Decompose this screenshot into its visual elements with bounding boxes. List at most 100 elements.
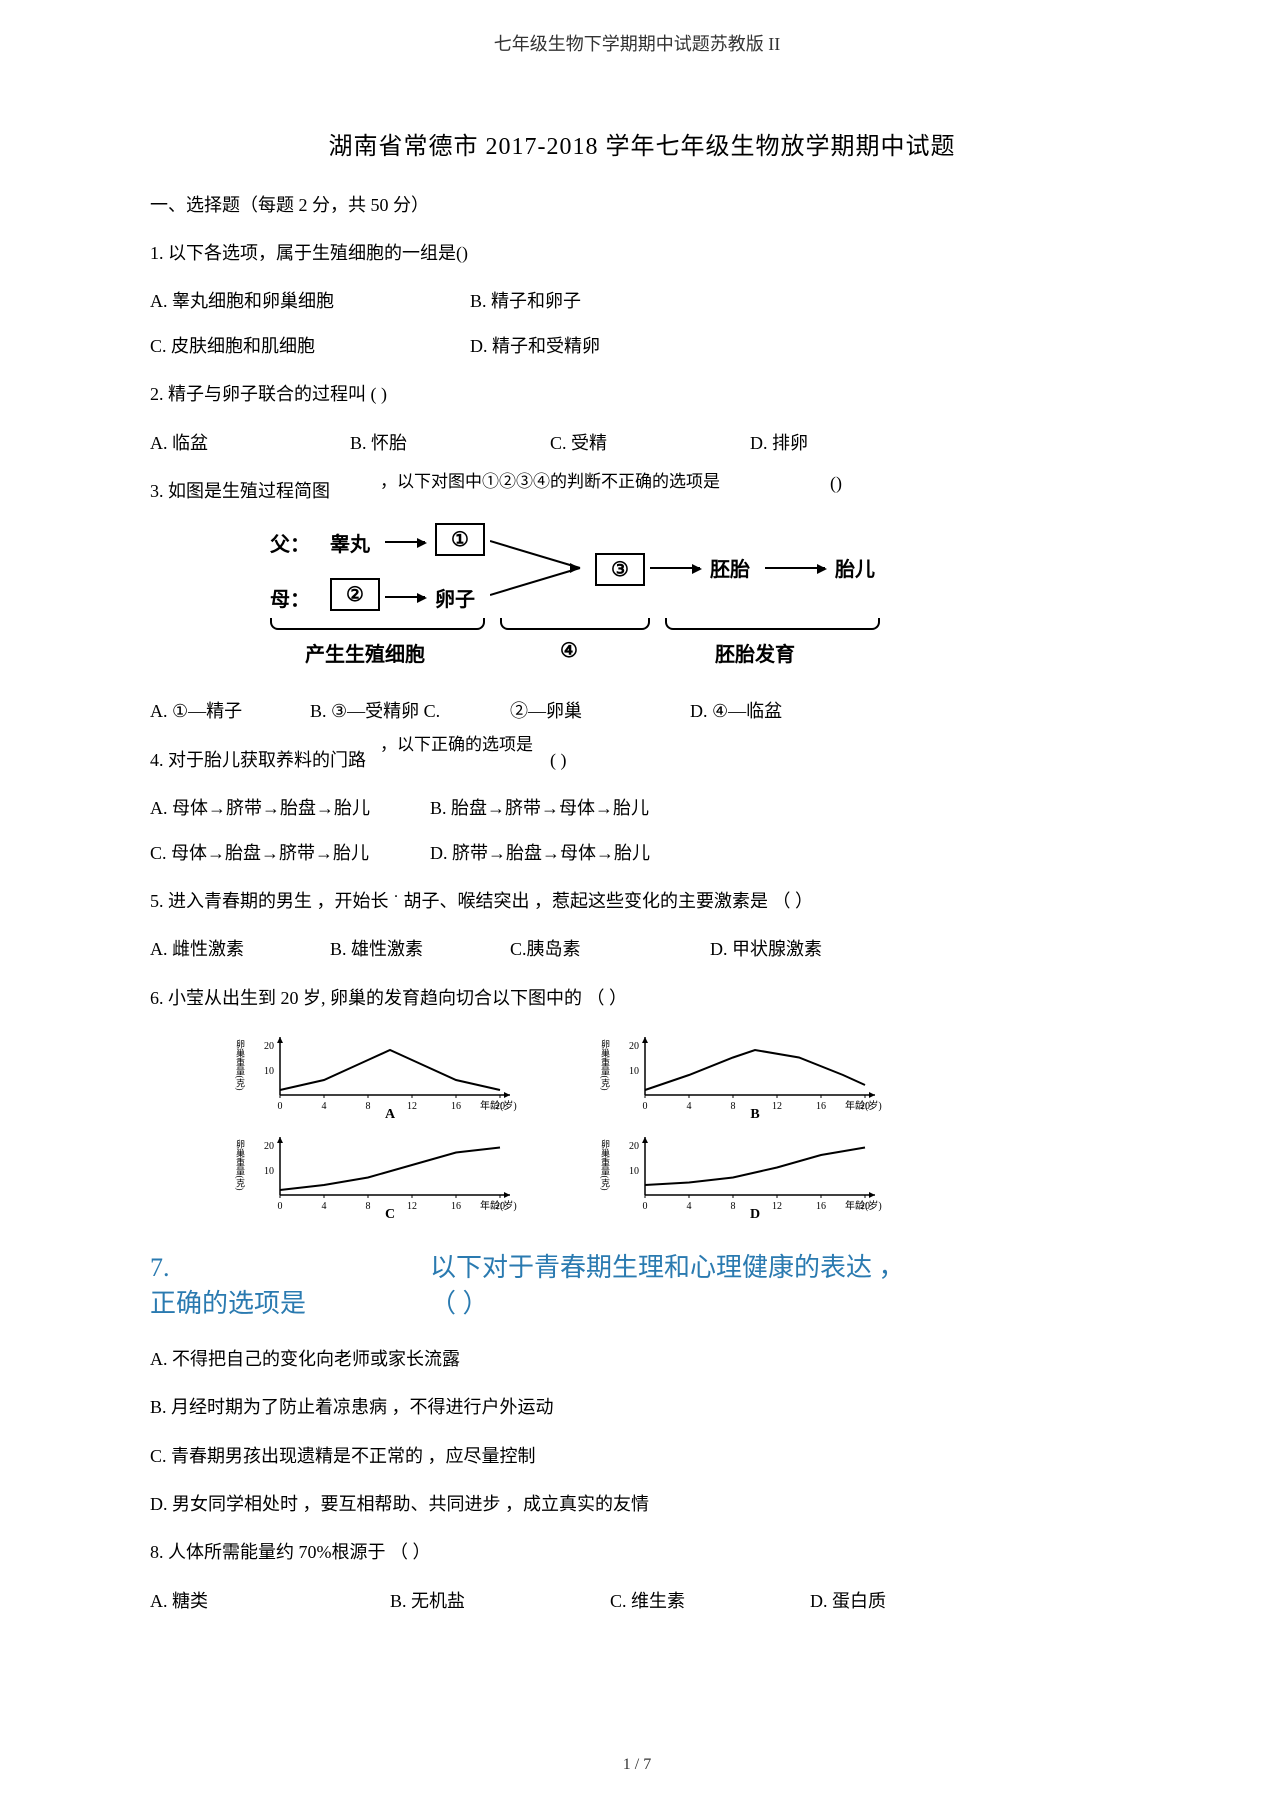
q2-option-c: C. 受精 [550,427,750,459]
svg-text:A: A [385,1107,396,1120]
svg-text:10: 10 [629,1166,639,1177]
q6-charts-grid: 卵巢重量(克) 0 4 8 12 16 20 10 20 年龄(岁) A 卵巢重量(克) 0 4… [230,1030,950,1220]
question-7-header: 7. 正确的选项是 以下对于青春期生理和心理健康的表达 ， （ ） [150,1250,1134,1323]
svg-text:10: 10 [264,1166,274,1177]
q3-box-3: ③ [595,553,645,586]
svg-text:卵巢重量(克): 卵巢重量(克) [600,1139,610,1190]
q3-paren: () [830,467,842,499]
document-title: 湖南省常德市 2017-2018 学年七年级生物放学期期中试题 [150,126,1134,161]
q3-option-b: B. ③—受精卵 C. [310,695,510,727]
q2-option-a: A. 临盆 [150,427,350,459]
svg-text:12: 12 [407,1201,417,1212]
svg-text:0: 0 [643,1101,648,1112]
q4-option-b: B. 胎盘→脐带→母体→胎儿 [430,792,649,824]
q6-chart-b: 卵巢重量(克) 0481216201020 年龄(岁) B [595,1030,950,1120]
q3-arrow-1 [385,541,425,543]
svg-text:D: D [750,1207,760,1220]
svg-text:年龄(岁): 年龄(岁) [480,1199,517,1212]
svg-text:卵巢重量(克): 卵巢重量(克) [235,1139,245,1190]
svg-text:16: 16 [816,1101,826,1112]
q4-option-d: D. 脐带→胎盘→母体→胎儿 [430,837,650,869]
q4-stem-left: 4. 对于胎儿获取养料的门路 [150,750,366,770]
document-body: 湖南省常德市 2017-2018 学年七年级生物放学期期中试题 一、选择题（每题… [0,66,1274,1617]
svg-text:20: 20 [264,1041,274,1052]
q8-option-b: B. 无机盐 [390,1585,610,1617]
q3-option-d: D. ④—临盆 [690,695,850,727]
svg-text:8: 8 [366,1201,371,1212]
q7-option-d: D. 男女同学相处时 ，要互相帮助、共同进步 ，成立真实的友情 [150,1488,1134,1520]
q4-option-c: C. 母体→胎盘→脐带→胎儿 [150,837,430,869]
q6-chart-c: 卵巢重量(克) 0481216201020 年龄(岁) C [230,1130,585,1220]
question-5-options: A. 雌性激素 B. 雄性激素 C.胰岛素 D. 甲状腺激素 [150,933,1134,965]
svg-text:0: 0 [278,1201,283,1212]
q3-luanzi: 卵子 [435,583,475,612]
svg-text:16: 16 [451,1101,461,1112]
q8-option-d: D. 蛋白质 [810,1585,886,1617]
question-4-stem: 4. 对于胎儿获取养料的门路 ，以下正确的选项是 ( ) [150,744,1134,776]
q3-brace-right [665,618,880,630]
svg-text:年龄(岁): 年龄(岁) [845,1099,882,1112]
question-3-stem: 3. 如图是生殖过程简图 ，以下对图中①②③④的判断不正确的选项是 () [150,475,1134,507]
q7-paren: （ ） [430,1289,489,1318]
q3-gaowan: 睾丸 [330,528,370,557]
svg-text:10: 10 [629,1066,639,1077]
svg-text:年龄(岁): 年龄(岁) [845,1199,882,1212]
q3-box-1: ① [435,523,485,556]
q3-brace-mid [500,618,650,630]
question-8-stem: 8. 人体所需能量约 70%根源于 （ ） [150,1536,1134,1568]
svg-text:12: 12 [772,1201,782,1212]
question-8-options: A. 糖类 B. 无机盐 C. 维生素 D. 蛋白质 [150,1585,1134,1617]
section-heading: 一、选择题（每题 2 分，共 50 分） [150,191,1134,217]
svg-text:4: 4 [322,1201,327,1212]
question-3-options: A. ①—精子 B. ③—受精卵 C. ②—卵巢 D. ④—临盆 [150,695,1134,727]
q3-stem-mid: ，以下对图中①②③④的判断不正确的选项是 [380,467,720,498]
question-2-stem: 2. 精子与卵子联合的过程叫 ( ) [150,378,1134,410]
svg-text:20: 20 [264,1141,274,1152]
q4-paren: ( ) [550,744,567,776]
svg-text:4: 4 [322,1101,327,1112]
q5-option-a: A. 雌性激素 [150,933,330,965]
svg-text:卵巢重量(克): 卵巢重量(克) [600,1039,610,1090]
svg-text:年龄(岁): 年龄(岁) [480,1099,517,1112]
running-header: 七年级生物下学期期中试题苏教版 II [0,0,1274,66]
question-1-options-row2: C. 皮肤细胞和肌细胞 D. 精子和受精卵 [150,330,1134,362]
q3-diagram: 父： 睾丸 ① 母： ② 卵子 ③ 胚胎 胎儿 产生生殖细胞 ④ 胚胎发育 [210,523,1134,683]
svg-text:4: 4 [687,1201,692,1212]
svg-text:8: 8 [731,1201,736,1212]
q3-label-right: 胚胎发育 [715,638,795,667]
svg-text:0: 0 [278,1101,283,1112]
q5-option-d: D. 甲状腺激素 [710,933,822,965]
svg-text:20: 20 [629,1141,639,1152]
q1-option-b: B. 精子和卵子 [470,285,790,317]
q2-option-b: B. 怀胎 [350,427,550,459]
q6-chart-a: 卵巢重量(克) 0481216201020 年龄(岁) A [230,1030,585,1120]
svg-text:20: 20 [629,1041,639,1052]
page-footer: 1 / 7 [0,1756,1274,1774]
q7-option-c: C. 青春期男孩出现遗精是不正常的 ，应尽量控制 [150,1440,1134,1472]
q7-option-a: A. 不得把自己的变化向老师或家长流露 [150,1343,1134,1375]
q1-option-a: A. 睾丸细胞和卵巢细胞 [150,285,470,317]
q3-merge-lines [490,533,590,603]
q5-option-c: C.胰岛素 [510,933,710,965]
q3-label-left: 产生生殖细胞 [305,638,425,667]
svg-text:8: 8 [366,1101,371,1112]
q8-option-c: C. 维生素 [610,1585,810,1617]
q3-peitai: 胚胎 [710,553,750,582]
q3-option-c: ②—卵巢 [510,695,690,727]
q3-father-label: 父： [270,528,310,557]
q1-option-d: D. 精子和受精卵 [470,330,790,362]
svg-text:8: 8 [731,1101,736,1112]
question-1-stem: 1. 以下各选项，属于生殖细胞的一组是() [150,237,1134,269]
question-4-options-row2: C. 母体→胎盘→脐带→胎儿 D. 脐带→胎盘→母体→胎儿 [150,837,1134,869]
q6-chart-d: 卵巢重量(克) 0481216201020 年龄(岁) D [595,1130,950,1220]
q3-box-2: ② [330,578,380,611]
svg-text:12: 12 [407,1101,417,1112]
question-6-stem: 6. 小莹从出生到 20 岁, 卵巢的发育趋向切合以下图中的 （ ） [150,982,1134,1014]
svg-text:16: 16 [451,1201,461,1212]
q3-taier: 胎儿 [835,553,875,582]
q7-right: 以下对于青春期生理和心理健康的表达 ， [430,1253,905,1282]
q4-option-a: A. 母体→脐带→胎盘→胎儿 [150,792,430,824]
q7-left: 正确的选项是 [150,1289,306,1318]
svg-text:16: 16 [816,1201,826,1212]
q3-mother-label: 母： [270,583,310,612]
